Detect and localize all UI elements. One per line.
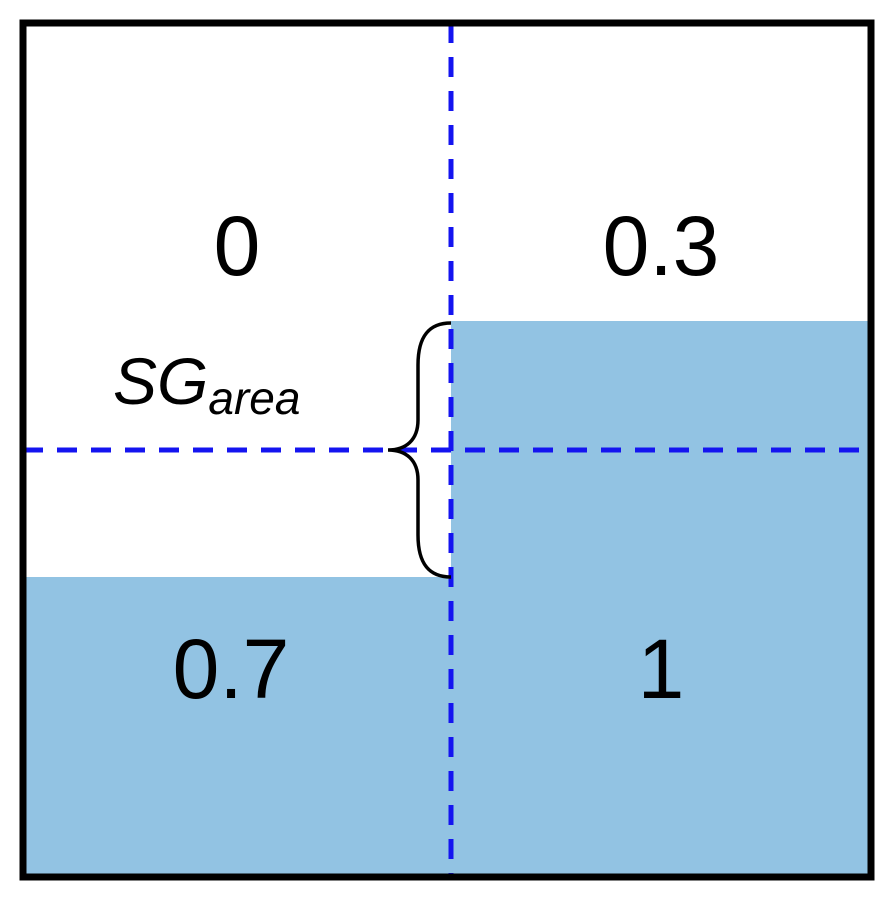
curly-brace <box>387 321 452 579</box>
shaded-region-bottom-left <box>23 577 451 877</box>
cell-value-top-right: 0.3 <box>603 199 720 293</box>
shaded-region-right <box>451 321 871 877</box>
cell-value-top-left: 0 <box>214 199 261 293</box>
outer-border <box>19 19 875 881</box>
brace-label-main: SG <box>113 344 208 418</box>
brace-label: SGarea <box>113 344 300 424</box>
brace-label-subscript: area <box>208 372 300 424</box>
cell-value-bottom-right: 1 <box>638 622 685 716</box>
cell-value-bottom-left: 0.7 <box>173 622 290 716</box>
